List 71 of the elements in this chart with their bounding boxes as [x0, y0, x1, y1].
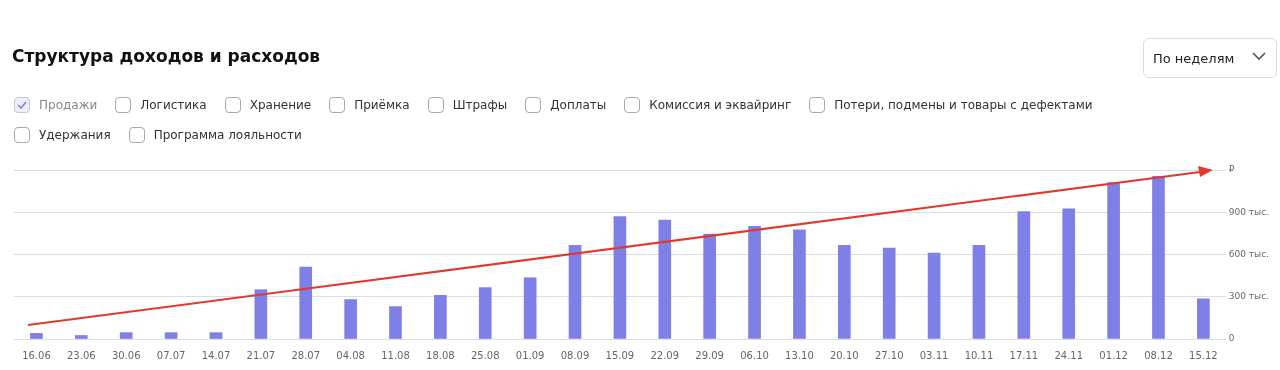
- x-tick-label: 18.08: [426, 349, 455, 361]
- x-tick-label: 22.09: [650, 349, 680, 361]
- text: По неделям: [1153, 50, 1235, 66]
- y-tick-label: 300 тыс.: [1228, 291, 1270, 302]
- x-tick-label: 07.07: [156, 349, 186, 361]
- x-tick-label: 25.08: [470, 349, 500, 361]
- x-tick-label: 14.07: [201, 349, 231, 361]
- bar: [209, 332, 223, 339]
- text: Приёмка: [354, 98, 410, 112]
- bar: [344, 299, 357, 339]
- x-tick-label: 21.07: [246, 349, 276, 361]
- bar: [523, 277, 537, 339]
- chart-title: Структура доходов и расходов: [12, 46, 321, 66]
- x-tick-label: 23.06: [67, 349, 96, 361]
- legend-label: Продажи: [39, 98, 98, 112]
- x-tick-label: 17.11: [1009, 349, 1039, 361]
- x-tick-label: 29.09: [695, 349, 724, 361]
- bar: [658, 219, 672, 339]
- x-tick-label: 16.06: [22, 349, 51, 361]
- bar: [119, 332, 133, 339]
- x-tick-label: 03.11: [919, 349, 949, 361]
- bar: [299, 266, 313, 339]
- bar: [254, 289, 268, 339]
- x-tick-label: 27.10: [874, 349, 904, 361]
- bar: [164, 332, 178, 339]
- bar: [748, 226, 761, 339]
- bar: [434, 295, 447, 339]
- x-tick-label: 10.11: [964, 349, 994, 361]
- bar: [837, 245, 851, 339]
- x-tick-label: 01.09: [515, 349, 545, 361]
- x-tick-label: 28.07: [291, 349, 321, 361]
- bar: [613, 216, 627, 339]
- bar: [568, 245, 582, 339]
- x-tick-label: 08.09: [560, 349, 590, 361]
- bar: [74, 335, 88, 339]
- x-tick-label: 06.10: [740, 349, 769, 361]
- x-tick-label: 20.10: [829, 349, 859, 361]
- bar: [927, 252, 941, 339]
- text: Потери, подмены и товары с дефектами: [834, 98, 1093, 112]
- x-tick-label: 15.12: [1189, 349, 1218, 361]
- bar: [1062, 208, 1076, 339]
- text: Штрафы: [452, 98, 508, 112]
- x-tick-label: 15.09: [605, 349, 635, 361]
- x-tick-label: 30.06: [111, 349, 141, 361]
- x-tick-label: 01.12: [1099, 349, 1128, 361]
- bar: [1152, 176, 1165, 339]
- bar: [972, 245, 986, 339]
- text: Хранение: [249, 98, 312, 112]
- bar: [793, 229, 806, 339]
- bar: [389, 306, 402, 339]
- x-tick-label: 13.10: [785, 349, 814, 361]
- bar: [1197, 298, 1210, 339]
- bar: [1017, 211, 1031, 339]
- x-tick-label: 11.08: [381, 349, 410, 361]
- y-tick-label: 900 тыс.: [1228, 206, 1270, 217]
- bar: [478, 287, 492, 339]
- y-tick-label: 0: [1228, 333, 1235, 344]
- text: Комиссия и эквайринг: [649, 98, 792, 112]
- x-tick-label: 08.12: [1144, 349, 1173, 361]
- text: Доплаты: [550, 98, 607, 112]
- bar: [30, 333, 43, 339]
- bar: [1107, 182, 1120, 339]
- text: Логистика: [140, 98, 207, 112]
- text: Программа лояльности: [153, 128, 302, 142]
- x-tick-label: 04.08: [336, 349, 365, 361]
- bar: [882, 247, 896, 339]
- bar: [703, 233, 716, 339]
- y-tick-label: ₽: [1228, 164, 1235, 175]
- x-tick-label: 24.11: [1054, 349, 1084, 361]
- text: Удержания: [39, 128, 111, 142]
- y-tick-label: 600 тыс.: [1228, 248, 1270, 259]
